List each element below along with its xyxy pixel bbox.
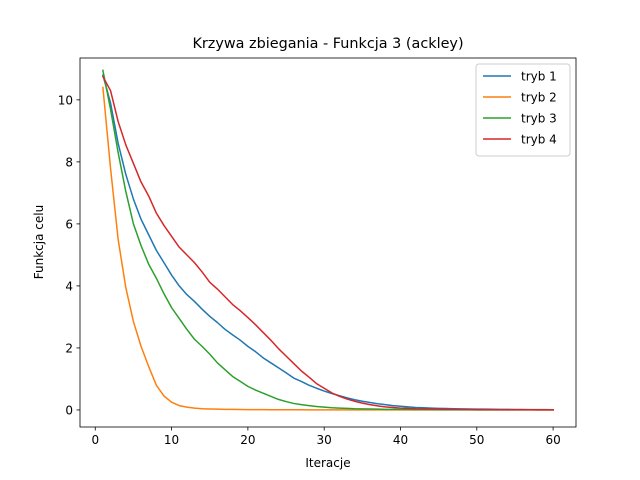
y-axis-label: Funkcja celu [32,205,46,279]
series-line-4 [101,75,554,411]
x-tick-label: 60 [545,433,560,447]
x-axis-label: Iteracje [305,456,350,470]
x-tick-label: 50 [469,433,484,447]
y-tick-label: 4 [65,279,73,293]
y-axis: 0 2 4 6 8 10 [58,93,80,417]
legend: tryb 1 tryb 2 tryb 3 tryb 4 [475,63,571,157]
x-axis: 0 10 20 30 40 50 60 [91,427,561,447]
chart-title: Krzywa zbiegania - Funkcja 3 (ackley) [192,36,463,52]
legend-label-2: tryb 2 [521,91,557,105]
y-tick-label: 0 [65,403,73,417]
plot-frame [79,57,577,428]
legend-label-4: tryb 4 [521,133,557,147]
y-tick-label: 2 [65,341,73,355]
x-tick-label: 10 [164,433,179,447]
y-tick-label: 10 [58,93,73,107]
legend-label-3: tryb 3 [521,112,557,126]
legend-box [475,63,571,157]
x-tick-label: 30 [317,433,332,447]
x-tick-label: 20 [240,433,255,447]
x-tick-label: 40 [393,433,408,447]
series-layer [101,69,554,411]
y-tick-label: 8 [65,155,73,169]
x-tick-label: 0 [91,433,99,447]
legend-label-1: tryb 1 [521,70,557,84]
y-tick-label: 6 [65,217,73,231]
